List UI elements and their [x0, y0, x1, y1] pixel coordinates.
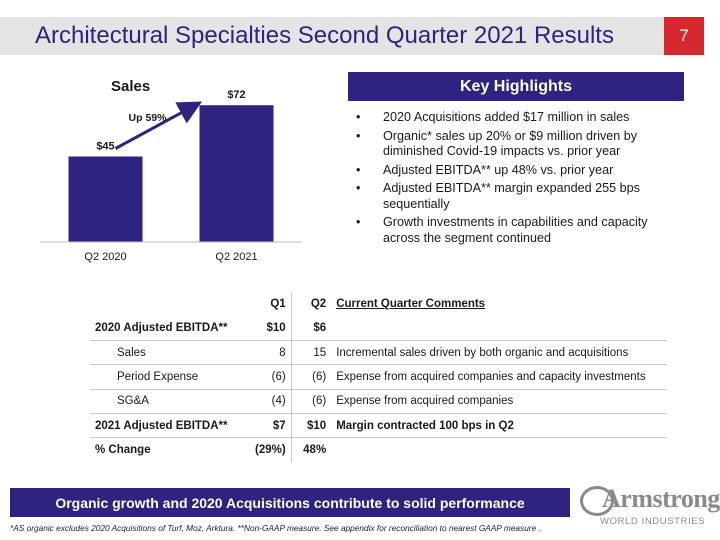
- header-label: [90, 292, 250, 316]
- header-comments: Current Quarter Comments: [336, 298, 486, 311]
- growth-arrow: [114, 101, 203, 150]
- row-q1: (6): [250, 364, 292, 390]
- category-tick-label: Q2 2020: [84, 251, 126, 263]
- row-label: % Change: [95, 444, 151, 457]
- table-row: Period Expense (6) (6) Expense from acqu…: [90, 364, 667, 390]
- bar: [199, 105, 274, 242]
- page-title: Architectural Specialties Second Quarter…: [35, 22, 614, 49]
- table-row: SG&A (4) (6) Expense from acquired compa…: [90, 389, 667, 414]
- category-tick-label: Q2 2021: [215, 251, 257, 263]
- highlight-item: Adjusted EBITDA** margin expanded 255 bp…: [356, 181, 686, 212]
- logo-ring-icon: [580, 486, 614, 516]
- sales-chart: $45 Q2 2020 $72 Q2 2021 Up 59%: [40, 70, 330, 270]
- logo-wordmark: Armstrong: [602, 484, 720, 513]
- row-q1: $7: [250, 413, 292, 439]
- highlight-item: Growth investments in capabilities and c…: [356, 215, 686, 246]
- footer-banner: Organic growth and 2020 Acquisitions con…: [10, 488, 570, 517]
- sales-chart-svg: $45 Q2 2020 $72 Q2 2021 Up 59%: [40, 89, 302, 263]
- key-highlights-list: 2020 Acquisitions added $17 million in s…: [356, 110, 686, 249]
- logo-subtitle: WORLD INDUSTRIES: [600, 516, 706, 527]
- row-q2: 48%: [290, 437, 332, 463]
- highlight-item: Adjusted EBITDA** up 48% vs. prior year: [356, 163, 686, 179]
- row-label: 2020 Adjusted EBITDA**: [90, 316, 250, 342]
- title-bar: [0, 17, 672, 55]
- row-comment: [331, 316, 667, 342]
- row-q2: $6: [290, 316, 332, 342]
- header-q1: Q1: [270, 298, 286, 311]
- table-row: 2021 Adjusted EBITDA** $7 $10 Margin con…: [90, 413, 667, 439]
- bar-data-label: $72: [227, 89, 245, 101]
- row-comment: Expense from acquired companies and capa…: [331, 364, 667, 390]
- row-q1: 8: [250, 340, 292, 366]
- row-comment: Incremental sales driven by both organic…: [331, 340, 667, 366]
- row-q2: (6): [290, 389, 332, 414]
- row-q1: $10: [250, 316, 292, 342]
- row-comment: Expense from acquired companies: [331, 389, 667, 414]
- growth-annotation: Up 59%: [129, 112, 168, 124]
- row-q2: (6): [290, 364, 332, 390]
- footnote: *AS organic excludes 2020 Acquisitions o…: [10, 523, 541, 533]
- bar: [68, 156, 143, 242]
- chart-title: Sales: [111, 78, 151, 95]
- row-q1: (4): [250, 389, 292, 414]
- row-comment: Margin contracted 100 bps in Q2: [331, 413, 667, 439]
- row-label: Sales: [90, 340, 250, 366]
- highlight-item: Organic* sales up 20% or $9 million driv…: [356, 129, 686, 160]
- table-header-row: Q1 Q2 Current Quarter Comments: [90, 292, 666, 317]
- header-q2: Q2: [290, 292, 332, 317]
- highlight-item: 2020 Acquisitions added $17 million in s…: [356, 110, 686, 126]
- key-highlights-header: Key Highlights: [348, 72, 684, 101]
- row-q2: $10: [290, 413, 332, 439]
- row-label: 2021 Adjusted EBITDA**: [90, 413, 250, 439]
- table-row: Sales 8 15 Incremental sales driven by b…: [90, 340, 667, 366]
- row-q1: (29%): [255, 444, 286, 457]
- page-number-badge: 7: [664, 17, 704, 55]
- row-label: SG&A: [90, 389, 250, 414]
- row-label: Period Expense: [90, 364, 250, 390]
- armstrong-logo: Armstrong WORLD INDUSTRIES: [580, 484, 720, 532]
- table-row: % Change (29%) 48%: [90, 437, 666, 463]
- ebitda-bridge-table: Q1 Q2 Current Quarter Comments 2020 Adju…: [90, 292, 667, 463]
- row-comment: [331, 438, 666, 462]
- row-q2: 15: [290, 340, 332, 366]
- bar-data-label: $45: [96, 141, 114, 153]
- table-row: 2020 Adjusted EBITDA** $10 $6: [90, 316, 667, 342]
